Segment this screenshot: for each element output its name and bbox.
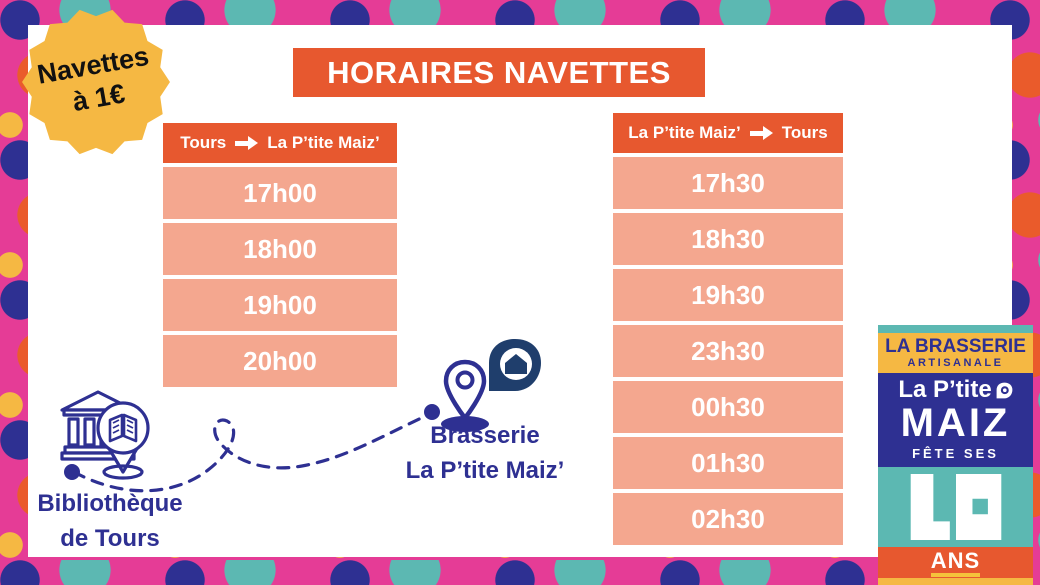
logo-brand-prefix: La P’tite — [898, 376, 992, 403]
logo-brand-row: La P’tite — [898, 376, 1013, 403]
time-cell: 18h00 — [163, 223, 397, 275]
logo-brand-name: MAIZ — [900, 401, 1011, 445]
logo-teal-band — [878, 467, 1033, 547]
logo-line-artisanale: ARTISANALE — [907, 357, 1004, 369]
return-to: Tours — [781, 123, 828, 142]
destination-label: Brasserie La P’tite Maiz’ — [390, 418, 580, 488]
time-cell: 19h30 — [613, 269, 843, 321]
logo-bottom-strip — [878, 578, 1033, 585]
origin-label: Bibliothèque de Tours — [15, 486, 205, 556]
brewery-logo-block: LA BRASSERIE ARTISANALE La P’tite MAIZ F… — [878, 325, 1033, 585]
time-cell: 17h00 — [163, 167, 397, 219]
logo-yellow-band: LA BRASSERIE ARTISANALE — [878, 333, 1033, 373]
return-table: La P’tite Maiz’ Tours 17h30 18h30 19h30 23h… — [613, 113, 843, 545]
time-cell: 02h30 — [613, 493, 843, 545]
time-cell: 20h00 — [163, 335, 397, 387]
return-table-header: La P’tite Maiz’ Tours — [613, 113, 843, 153]
time-cell: 17h30 — [613, 157, 843, 209]
mini-teardrop-icon — [996, 382, 1013, 398]
origin-label-line-2: de Tours — [60, 525, 160, 552]
price-badge-text: Navettes à 1€ — [8, 0, 184, 170]
origin-label-line-1: Bibliothèque — [37, 490, 183, 517]
outbound-to: La P’tite Maiz’ — [267, 133, 380, 152]
return-from: La P’tite Maiz’ — [628, 123, 741, 142]
logo-indigo-band: La P’tite MAIZ FÊTE SES — [878, 373, 1033, 467]
time-cell: 18h30 — [613, 213, 843, 265]
price-badge: Navettes à 1€ — [20, 6, 172, 158]
time-cell: 01h30 — [613, 437, 843, 489]
time-cell: 19h00 — [163, 279, 397, 331]
outbound-times: 17h00 18h00 19h00 20h00 — [163, 167, 397, 387]
logo-top-strip — [878, 325, 1033, 333]
outbound-table: Tours La P’tite Maiz’ 17h00 18h00 19h00 20h… — [163, 123, 397, 387]
time-cell: 00h30 — [613, 381, 843, 433]
logo-line-ans: ANS — [930, 548, 981, 577]
logo-orange-band: ANS — [878, 547, 1033, 578]
outbound-from: Tours — [180, 133, 227, 152]
anniversary-number — [910, 474, 1001, 540]
arrow-right-icon — [749, 126, 773, 140]
logo-line-fete-ses: FÊTE SES — [912, 446, 999, 461]
destination-label-line-1: Brasserie — [430, 422, 540, 449]
time-cell: 23h30 — [613, 325, 843, 377]
arrow-right-icon — [235, 136, 259, 150]
starburst-shape — [22, 9, 170, 155]
destination-label-line-2: La P’tite Maiz’ — [405, 457, 565, 484]
logo-line-brasserie: LA BRASSERIE — [885, 336, 1026, 357]
page-title: HORAIRES NAVETTES — [293, 48, 705, 97]
outbound-table-header: Tours La P’tite Maiz’ — [163, 123, 397, 163]
return-times: 17h30 18h30 19h30 23h30 00h30 01h30 02h30 — [613, 157, 843, 545]
